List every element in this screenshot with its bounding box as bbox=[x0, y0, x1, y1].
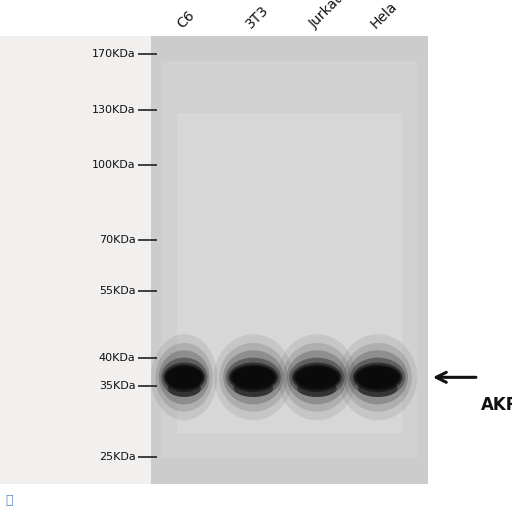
Ellipse shape bbox=[228, 362, 279, 392]
Ellipse shape bbox=[289, 358, 345, 397]
Ellipse shape bbox=[292, 362, 342, 392]
Ellipse shape bbox=[156, 343, 213, 412]
Bar bbox=[151, 36, 428, 484]
Ellipse shape bbox=[169, 369, 200, 386]
Ellipse shape bbox=[232, 367, 274, 388]
Text: 100KDa: 100KDa bbox=[92, 160, 136, 170]
Ellipse shape bbox=[226, 358, 281, 397]
Ellipse shape bbox=[338, 334, 417, 420]
Ellipse shape bbox=[297, 380, 336, 397]
Text: AKR1B1: AKR1B1 bbox=[481, 396, 512, 415]
Ellipse shape bbox=[353, 362, 403, 392]
Ellipse shape bbox=[219, 343, 287, 412]
Ellipse shape bbox=[294, 365, 340, 390]
Text: 55KDa: 55KDa bbox=[99, 286, 136, 296]
Bar bbox=[161, 61, 417, 458]
Ellipse shape bbox=[235, 369, 272, 386]
Ellipse shape bbox=[350, 358, 406, 397]
Ellipse shape bbox=[151, 334, 218, 420]
Ellipse shape bbox=[296, 367, 338, 388]
Ellipse shape bbox=[214, 334, 293, 420]
Ellipse shape bbox=[230, 365, 276, 390]
Ellipse shape bbox=[358, 380, 397, 397]
Ellipse shape bbox=[359, 369, 396, 386]
Ellipse shape bbox=[167, 380, 201, 397]
Ellipse shape bbox=[357, 367, 399, 388]
Text: Hela: Hela bbox=[368, 0, 400, 31]
Text: C6: C6 bbox=[174, 8, 198, 31]
Ellipse shape bbox=[348, 350, 408, 404]
Text: 130KDa: 130KDa bbox=[92, 105, 136, 115]
Ellipse shape bbox=[166, 367, 202, 388]
Ellipse shape bbox=[159, 350, 209, 404]
Ellipse shape bbox=[287, 350, 347, 404]
Ellipse shape bbox=[161, 358, 207, 397]
Bar bbox=[177, 113, 402, 433]
Ellipse shape bbox=[233, 380, 273, 397]
Text: 70KDa: 70KDa bbox=[99, 236, 136, 245]
Ellipse shape bbox=[165, 365, 204, 390]
Text: 25KDa: 25KDa bbox=[99, 452, 136, 462]
Ellipse shape bbox=[163, 362, 205, 392]
Text: 35KDa: 35KDa bbox=[99, 381, 136, 391]
Ellipse shape bbox=[355, 365, 401, 390]
Bar bbox=[0, 36, 151, 484]
Text: Jurkat: Jurkat bbox=[307, 0, 346, 31]
Text: Ⓐ: Ⓐ bbox=[5, 494, 13, 507]
Text: 170KDa: 170KDa bbox=[92, 49, 136, 59]
Ellipse shape bbox=[298, 369, 335, 386]
Text: 3T3: 3T3 bbox=[243, 3, 272, 31]
Ellipse shape bbox=[278, 334, 356, 420]
Ellipse shape bbox=[283, 343, 351, 412]
Ellipse shape bbox=[344, 343, 412, 412]
Text: 40KDa: 40KDa bbox=[99, 353, 136, 363]
Ellipse shape bbox=[223, 350, 284, 404]
